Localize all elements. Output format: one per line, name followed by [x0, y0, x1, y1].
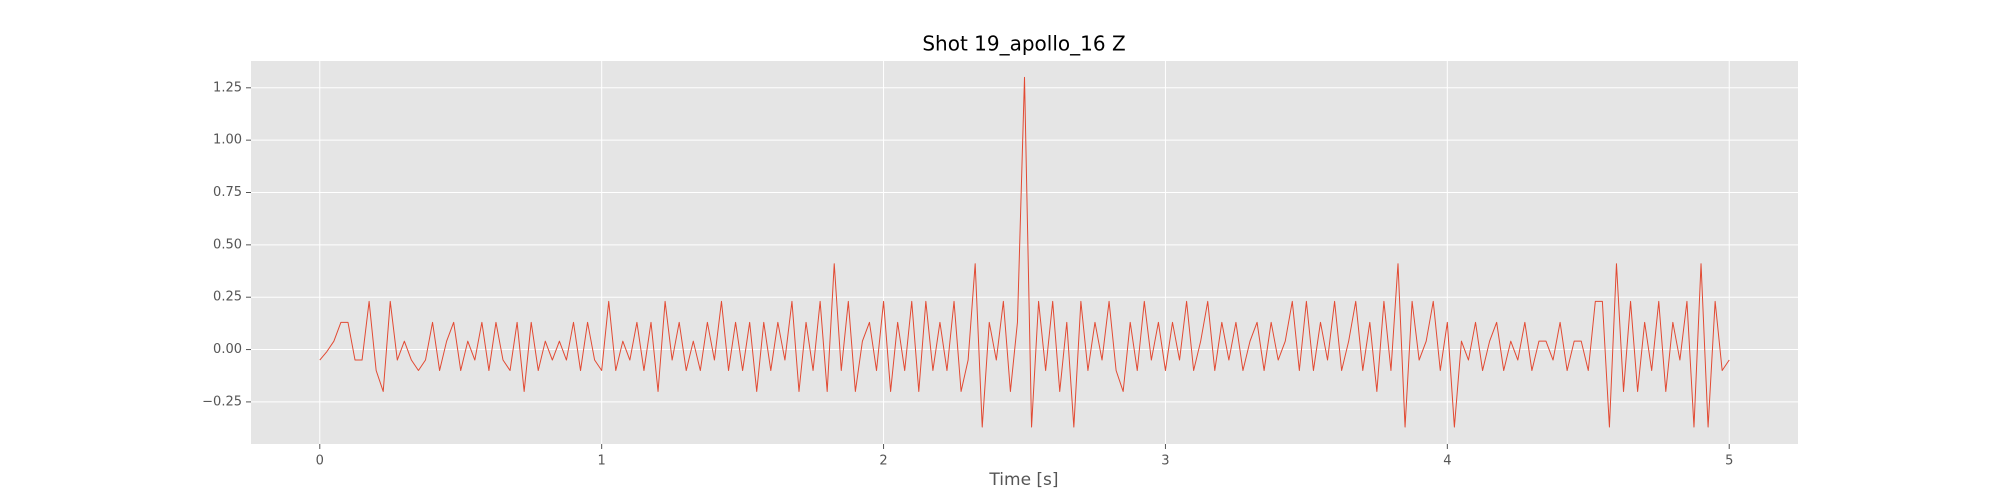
x-tick-label: 0 [316, 454, 324, 469]
x-tick-label: 4 [1443, 454, 1451, 469]
x-tick-label: 1 [598, 454, 606, 469]
y-tick-label: 1.25 [213, 80, 242, 95]
x-tick-label: 2 [879, 454, 887, 469]
y-tick-label: 0.25 [213, 290, 242, 305]
x-tick-label: 5 [1725, 454, 1733, 469]
x-axis-label: Time [s] [988, 470, 1058, 490]
chart-title: Shot 19_apollo_16 Z [922, 32, 1125, 56]
x-tick-label: 3 [1161, 454, 1169, 469]
plot-area [251, 61, 1798, 444]
y-tick-label: 0.75 [213, 185, 242, 200]
data-line [319, 76, 1730, 428]
y-tick-label: 0.00 [213, 342, 242, 357]
y-tick-label: −0.25 [202, 394, 242, 409]
y-tick-label: 1.00 [213, 133, 242, 148]
y-tick-label: 0.50 [213, 237, 242, 252]
